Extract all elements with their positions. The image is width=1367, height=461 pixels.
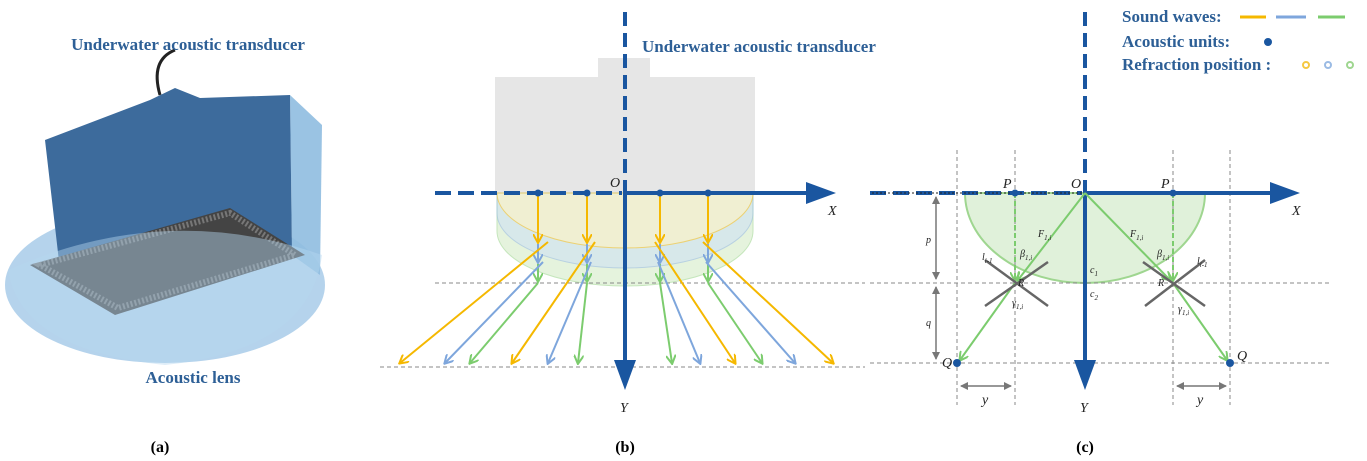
ray bbox=[400, 242, 548, 363]
label: Y bbox=[620, 401, 630, 416]
cable bbox=[157, 50, 175, 95]
unit bbox=[705, 190, 712, 197]
label: R bbox=[1157, 278, 1164, 289]
ray bbox=[445, 262, 543, 363]
ray bbox=[706, 262, 795, 363]
label-sub: 1,i bbox=[1136, 234, 1143, 242]
caption: (b) bbox=[615, 439, 635, 456]
label-sub: 1,i bbox=[1025, 254, 1032, 262]
unit bbox=[535, 190, 542, 197]
label: O bbox=[1071, 177, 1081, 192]
unit bbox=[584, 190, 591, 197]
label: Acoustic lens bbox=[146, 368, 241, 387]
label: c2 bbox=[1090, 289, 1098, 302]
label: X bbox=[1291, 204, 1301, 219]
label: y bbox=[980, 393, 989, 408]
label: P bbox=[1160, 177, 1170, 192]
label-sub: i-1 bbox=[1200, 261, 1208, 269]
label-sub: 1,i bbox=[1016, 303, 1023, 311]
label-sub: 1,i bbox=[1182, 309, 1189, 317]
panel-b: Underwater acoustic transducer O X Y (b) bbox=[380, 12, 876, 456]
legend-label: Refraction position : bbox=[1122, 55, 1271, 74]
label-sub: 2 bbox=[1094, 294, 1098, 302]
label: Y bbox=[1080, 401, 1090, 416]
ray bbox=[578, 283, 587, 363]
label: Q bbox=[1237, 349, 1247, 364]
label: Q bbox=[942, 356, 952, 371]
label: γ1,i bbox=[1178, 304, 1189, 317]
legend-label: Acoustic units: bbox=[1122, 32, 1230, 51]
ray bbox=[660, 283, 672, 363]
label: li-1 bbox=[982, 252, 993, 265]
panel-a: Underwater acoustic transducer Acoustic … bbox=[5, 35, 325, 456]
label-sub: 1 bbox=[1094, 270, 1098, 278]
label: p bbox=[925, 235, 931, 246]
caption: (c) bbox=[1076, 439, 1094, 456]
label: P bbox=[1002, 177, 1012, 192]
label: Underwater acoustic transducer bbox=[642, 37, 876, 56]
legend-label: Sound waves: bbox=[1122, 7, 1222, 26]
label: X bbox=[827, 204, 837, 219]
label: q bbox=[926, 318, 931, 329]
label: y bbox=[1195, 393, 1204, 408]
unit bbox=[657, 190, 664, 197]
label: γ1,i bbox=[1012, 298, 1023, 311]
caption: (a) bbox=[151, 439, 170, 456]
label-sub: i-1 bbox=[985, 257, 993, 265]
label: li-1 bbox=[1197, 256, 1208, 269]
ray bbox=[470, 283, 538, 363]
figure: Underwater acoustic transducer Acoustic … bbox=[0, 0, 1367, 461]
label: R bbox=[1017, 278, 1024, 289]
label: O bbox=[610, 176, 620, 191]
label-sub: 1,i bbox=[1044, 234, 1051, 242]
label-sub: 1,i bbox=[1162, 254, 1169, 262]
label: Underwater acoustic transducer bbox=[71, 35, 305, 54]
